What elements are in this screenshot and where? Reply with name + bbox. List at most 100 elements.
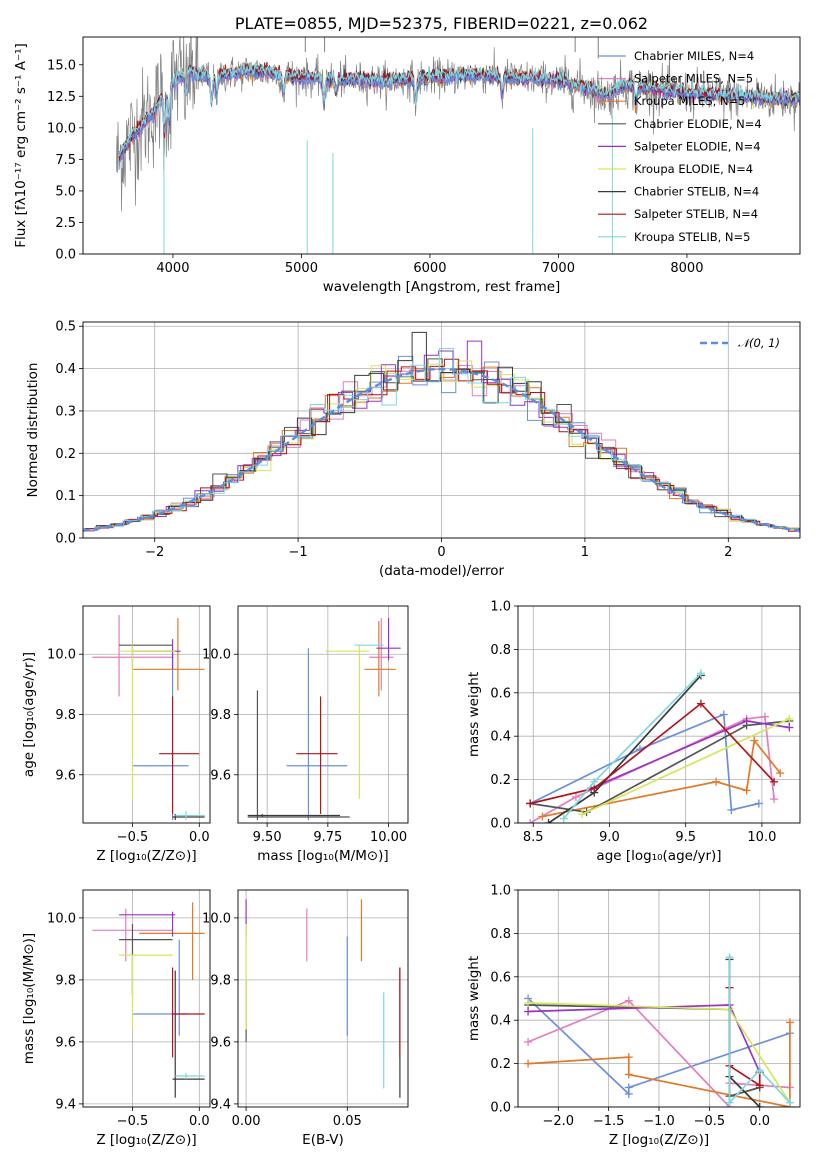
x-tick-label: −2 bbox=[145, 545, 164, 560]
x-axis-label: E(B-V) bbox=[302, 1132, 344, 1148]
y-tick-label: 9.8 bbox=[55, 973, 76, 988]
legend-entry: 𝒩(0, 1) bbox=[738, 336, 780, 350]
weight-series-9 bbox=[563, 672, 702, 820]
panel-age-vs-mass: 9.50 9.75 10.00 9.6 9.8 10.0 mass [log₁₀(M/M⊙)… bbox=[202, 605, 409, 864]
y-tick-label: 9.6 bbox=[210, 1035, 231, 1050]
x-tick-label: 7000 bbox=[542, 261, 575, 276]
x-tick-label: −0.5 bbox=[117, 1114, 149, 1129]
x-tick-label: 0.00 bbox=[232, 1114, 261, 1129]
y-tick-label: 0.2 bbox=[490, 773, 511, 788]
x-tick-label: 4000 bbox=[156, 261, 189, 276]
legend-entry: Salpeter ELODIE, N=4 bbox=[634, 139, 761, 153]
x-tick-label: 8.5 bbox=[523, 830, 544, 845]
y-tick-label: 9.8 bbox=[210, 973, 231, 988]
x-tick-label: 0 bbox=[437, 545, 445, 560]
x-tick-label: 9.75 bbox=[313, 830, 342, 845]
y-tick-label: 2.5 bbox=[55, 216, 76, 231]
weight-series-8 bbox=[728, 987, 761, 1087]
x-tick-label: −1 bbox=[289, 545, 308, 560]
y-tick-label: 0.6 bbox=[490, 686, 511, 701]
y-axis-label: mass [log₁₀(M/M⊙)] bbox=[21, 933, 37, 1064]
x-tick-label: −2.0 bbox=[542, 1114, 574, 1129]
y-tick-label: 0.0 bbox=[490, 817, 511, 832]
x-tick-label: −0.5 bbox=[694, 1114, 726, 1129]
x-tick-label: 0.05 bbox=[333, 1114, 362, 1129]
axes-frame bbox=[82, 605, 211, 824]
y-tick-label: 0.2 bbox=[490, 1057, 511, 1072]
y-tick-label: 0.8 bbox=[490, 643, 511, 658]
axes-frame bbox=[82, 889, 211, 1108]
x-axis-label: mass [log₁₀(M/M⊙)] bbox=[257, 848, 388, 864]
y-tick-label: 0.0 bbox=[55, 248, 76, 263]
y-tick-label: 0.6 bbox=[490, 970, 511, 985]
weight-series-9 bbox=[728, 957, 791, 1105]
x-tick-label: 0.0 bbox=[749, 1114, 770, 1129]
y-tick-label: 12.5 bbox=[47, 90, 76, 105]
legend-entry: Salpeter MILES, N=5 bbox=[634, 72, 753, 86]
x-axis-label: (data-model)/error bbox=[379, 563, 505, 579]
axes-frame bbox=[82, 36, 801, 255]
panel-age-vs-Z: −0.5 0.0 9.6 9.8 10.0 Z [log₁₀(Z/Z⊙)] age [log… bbox=[21, 605, 211, 864]
legend-entry: Chabrier MILES, N=4 bbox=[634, 49, 754, 63]
spectrum-data bbox=[116, 37, 800, 212]
x-tick-label: 8000 bbox=[670, 261, 703, 276]
y-axis-label: Normed distribution bbox=[25, 363, 41, 498]
y-tick-label: 9.4 bbox=[55, 1097, 76, 1112]
y-axis-label: mass weight bbox=[466, 672, 482, 757]
y-tick-label: 9.6 bbox=[210, 768, 231, 783]
legend-entry: Chabrier ELODIE, N=4 bbox=[634, 117, 762, 131]
y-tick-label: 1.0 bbox=[490, 600, 511, 615]
spectrum-model-9 bbox=[118, 62, 800, 157]
x-axis-label: wavelength [Angstrom, rest frame] bbox=[323, 279, 561, 295]
panel-residuals: −2 −1 0 1 2 0.0 0.1 0.2 0.3 0.4 0.5 (data-model)/er… bbox=[25, 320, 801, 579]
y-tick-label: 0.0 bbox=[55, 532, 76, 547]
y-tick-label: 9.6 bbox=[55, 768, 76, 783]
y-tick-label: 0.2 bbox=[55, 447, 76, 462]
panel-weight-vs-Z: −2.0 −1.5 −1.0 −0.5 0.0 0.0 0.2 0.4 0.6 0.8 1.0 Z [… bbox=[466, 884, 801, 1148]
x-tick-label: 9.50 bbox=[253, 830, 282, 845]
y-tick-label: 9.8 bbox=[55, 708, 76, 723]
axes-frame bbox=[237, 889, 409, 1108]
weight-series-2 bbox=[529, 715, 775, 823]
legend-entry: Kroupa STELIB, N=5 bbox=[634, 230, 751, 244]
y-tick-label: 0.4 bbox=[490, 1014, 511, 1029]
y-tick-label: 0.4 bbox=[55, 362, 76, 377]
y-tick-label: 0.0 bbox=[490, 1101, 511, 1116]
x-tick-label: 9.5 bbox=[675, 830, 696, 845]
x-axis-label: Z [log₁₀(Z/Z⊙)] bbox=[609, 1132, 709, 1148]
x-axis-label: Z [log₁₀(Z/Z⊙)] bbox=[96, 848, 196, 864]
histogram-model-5 bbox=[83, 340, 800, 532]
y-tick-label: 10.0 bbox=[202, 911, 231, 926]
x-tick-label: −0.5 bbox=[117, 830, 149, 845]
x-tick-label: 6000 bbox=[413, 261, 446, 276]
y-tick-label: 0.3 bbox=[55, 404, 76, 419]
y-tick-label: 10.0 bbox=[47, 648, 76, 663]
axes-frame bbox=[82, 321, 801, 539]
y-axis-label: mass weight bbox=[466, 956, 482, 1041]
normal-curve bbox=[82, 367, 801, 532]
y-tick-label: 1.0 bbox=[490, 884, 511, 899]
histogram-model-3 bbox=[83, 366, 800, 533]
y-tick-label: 10.0 bbox=[47, 911, 76, 926]
y-tick-label: 0.8 bbox=[490, 927, 511, 942]
legend-entry: Salpeter STELIB, N=4 bbox=[634, 207, 758, 221]
y-axis-label: Flux [fλ10⁻¹⁷ erg cm⁻² s⁻¹ A⁻¹] bbox=[13, 43, 29, 248]
x-axis-label: age [log₁₀(age/yr)] bbox=[596, 848, 721, 864]
y-axis-label: age [log₁₀(age/yr)] bbox=[21, 652, 37, 777]
axes-frame bbox=[517, 889, 801, 1108]
y-tick-label: 10.0 bbox=[47, 121, 76, 136]
x-tick-label: 5000 bbox=[285, 261, 318, 276]
axes-frame bbox=[517, 605, 801, 824]
weight-series-2 bbox=[527, 999, 790, 1107]
y-tick-label: 9.8 bbox=[210, 708, 231, 723]
y-tick-label: 9.4 bbox=[210, 1097, 231, 1112]
panel-spectrum: 4000 5000 6000 7000 8000 0.0 2.5 5.0 7.5 10.0 12.5… bbox=[13, 14, 801, 295]
x-tick-label: −1.0 bbox=[643, 1114, 675, 1129]
axes-frame bbox=[237, 605, 409, 824]
weight-series-6 bbox=[581, 718, 790, 816]
legend-entry: Kroupa ELODIE, N=4 bbox=[634, 162, 753, 176]
x-tick-label: 2 bbox=[724, 545, 732, 560]
weight-series-4 bbox=[530, 720, 790, 813]
x-tick-label: 10.0 bbox=[747, 830, 776, 845]
